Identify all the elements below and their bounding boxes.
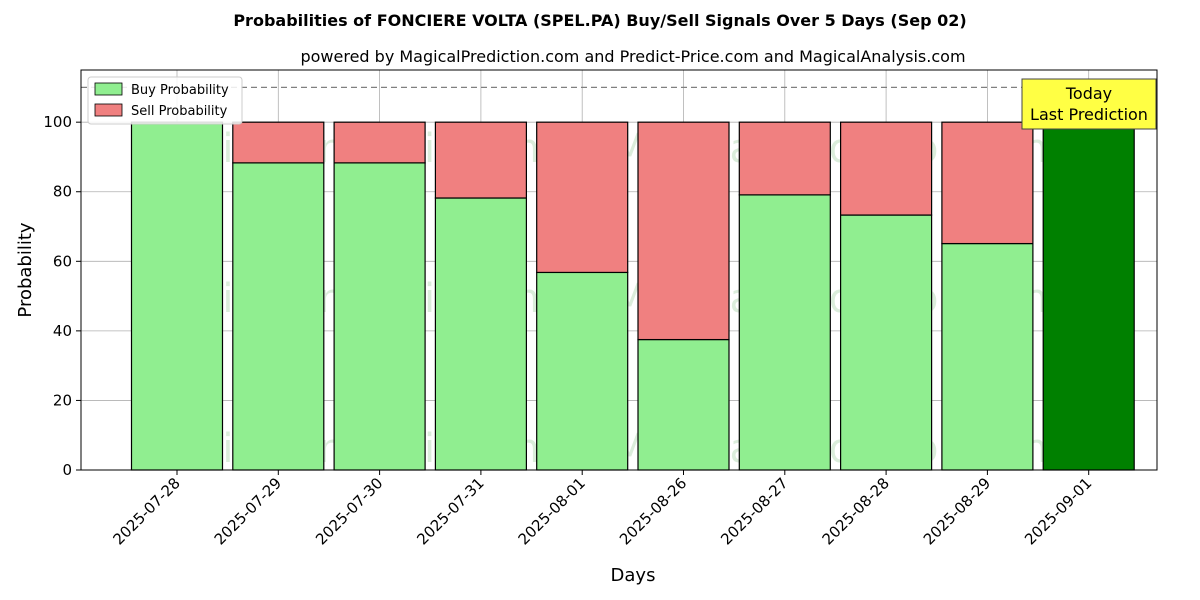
legend-frame [87, 76, 243, 125]
y-tick-label: 60 [53, 252, 72, 270]
x-axis: 2025-07-28 2025-07-29 2025-07-30 2025-07-31… [109, 470, 1096, 548]
x-tick-label: 2025-08-29 [920, 474, 994, 548]
legend-buy-label: Buy Probability [131, 83, 229, 98]
buy-bar [941, 242, 1034, 471]
buy-bar [1042, 121, 1135, 471]
plot-frame [80, 69, 1158, 471]
x-tick-label: 2025-08-01 [515, 474, 589, 548]
sell-bar [738, 121, 831, 196]
sell-bar [232, 121, 325, 164]
legend-sell-label: Sell Probability [131, 104, 228, 119]
x-axis-label: Days [611, 565, 656, 586]
legend: Buy Probability Sell Probability [87, 76, 243, 125]
x-tick-label: 2025-07-30 [312, 474, 386, 548]
y-axis-label: Probability [15, 222, 36, 317]
buy-bar [232, 162, 325, 471]
x-tick-label: 2025-08-28 [819, 474, 893, 548]
today-annotation-line1: Today [1065, 84, 1112, 103]
buy-bar [536, 271, 629, 471]
sell-bar [637, 121, 730, 341]
x-tick-label: 2025-08-26 [616, 474, 690, 548]
today-annotation-box [1021, 78, 1157, 130]
sell-bar [839, 121, 933, 216]
y-tick-label: 40 [53, 322, 72, 340]
y-tick-label: 80 [53, 183, 72, 201]
x-tick-label: 2025-08-27 [717, 474, 791, 548]
x-tick-label: 2025-09-01 [1021, 474, 1095, 548]
buy-bar [434, 197, 527, 471]
buy-bar [333, 162, 426, 471]
y-tick-label: 100 [43, 113, 72, 131]
buy-bar [130, 121, 224, 471]
sell-bar [941, 121, 1034, 245]
today-annotation-line2: Last Prediction [1030, 105, 1148, 124]
sell-bar [536, 121, 629, 274]
chart-title: Probabilities of FONCIERE VOLTA (SPEL.PA… [233, 11, 966, 30]
x-tick-label: 2025-07-28 [109, 474, 183, 548]
buy-bar [738, 194, 831, 471]
bars [130, 121, 1135, 471]
y-tick-label: 0 [62, 461, 72, 479]
today-annotation: Today Last Prediction [1021, 78, 1157, 130]
x-tick-label: 2025-07-31 [413, 474, 487, 548]
y-axis: 0 20 40 60 80 100 [43, 113, 81, 479]
legend-buy-swatch [94, 82, 123, 96]
sell-bar [434, 121, 527, 199]
buy-bar [839, 214, 933, 471]
y-tick-label: 20 [53, 391, 72, 409]
x-tick-label: 2025-07-29 [211, 474, 285, 548]
sell-bar [333, 121, 426, 164]
buy-bar [637, 338, 730, 471]
chart-subtitle: powered by MagicalPrediction.com and Pre… [300, 47, 965, 66]
legend-sell-swatch [94, 103, 123, 117]
